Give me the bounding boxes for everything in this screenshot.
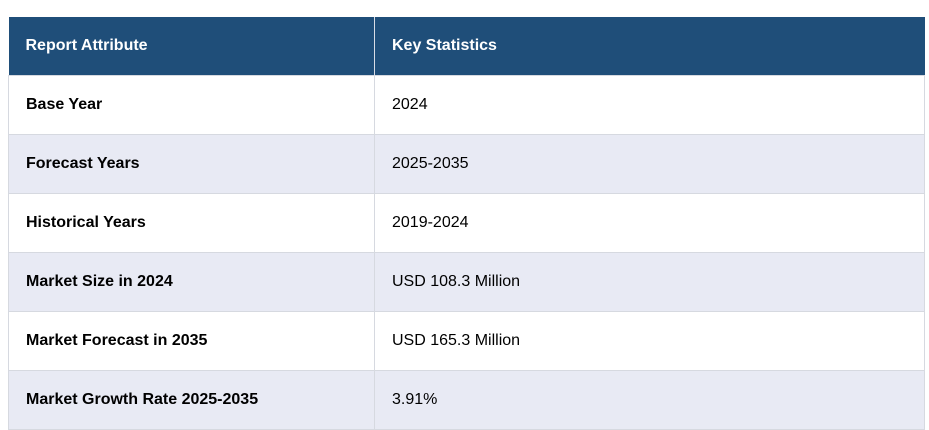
table-row: Forecast Years 2025-2035 — [8, 133, 925, 194]
row-value: 2019-2024 — [374, 192, 925, 253]
row-attribute: Market Forecast in 2035 — [8, 310, 375, 371]
table-row: Historical Years 2019-2024 — [8, 192, 925, 253]
row-attribute: Base Year — [8, 74, 375, 135]
row-value: 3.91% — [374, 369, 925, 430]
report-table-container: Report Attribute Key Statistics Base Yea… — [8, 17, 925, 430]
table-row: Market Growth Rate 2025-2035 3.91% — [8, 369, 925, 430]
report-attributes-table: Report Attribute Key Statistics Base Yea… — [8, 17, 925, 430]
row-value: 2024 — [374, 74, 925, 135]
row-attribute: Historical Years — [8, 192, 375, 253]
row-value: USD 165.3 Million — [374, 310, 925, 371]
row-value: USD 108.3 Million — [374, 251, 925, 312]
row-value: 2025-2035 — [374, 133, 925, 194]
row-attribute: Market Growth Rate 2025-2035 — [8, 369, 375, 430]
header-key-statistics: Key Statistics — [374, 17, 925, 75]
row-attribute: Forecast Years — [8, 133, 375, 194]
table-row: Market Size in 2024 USD 108.3 Million — [8, 251, 925, 312]
table-row: Market Forecast in 2035 USD 165.3 Millio… — [8, 310, 925, 371]
row-attribute: Market Size in 2024 — [8, 251, 375, 312]
table-row: Base Year 2024 — [8, 74, 925, 135]
table-header-row: Report Attribute Key Statistics — [8, 17, 925, 75]
header-report-attribute: Report Attribute — [8, 17, 375, 75]
